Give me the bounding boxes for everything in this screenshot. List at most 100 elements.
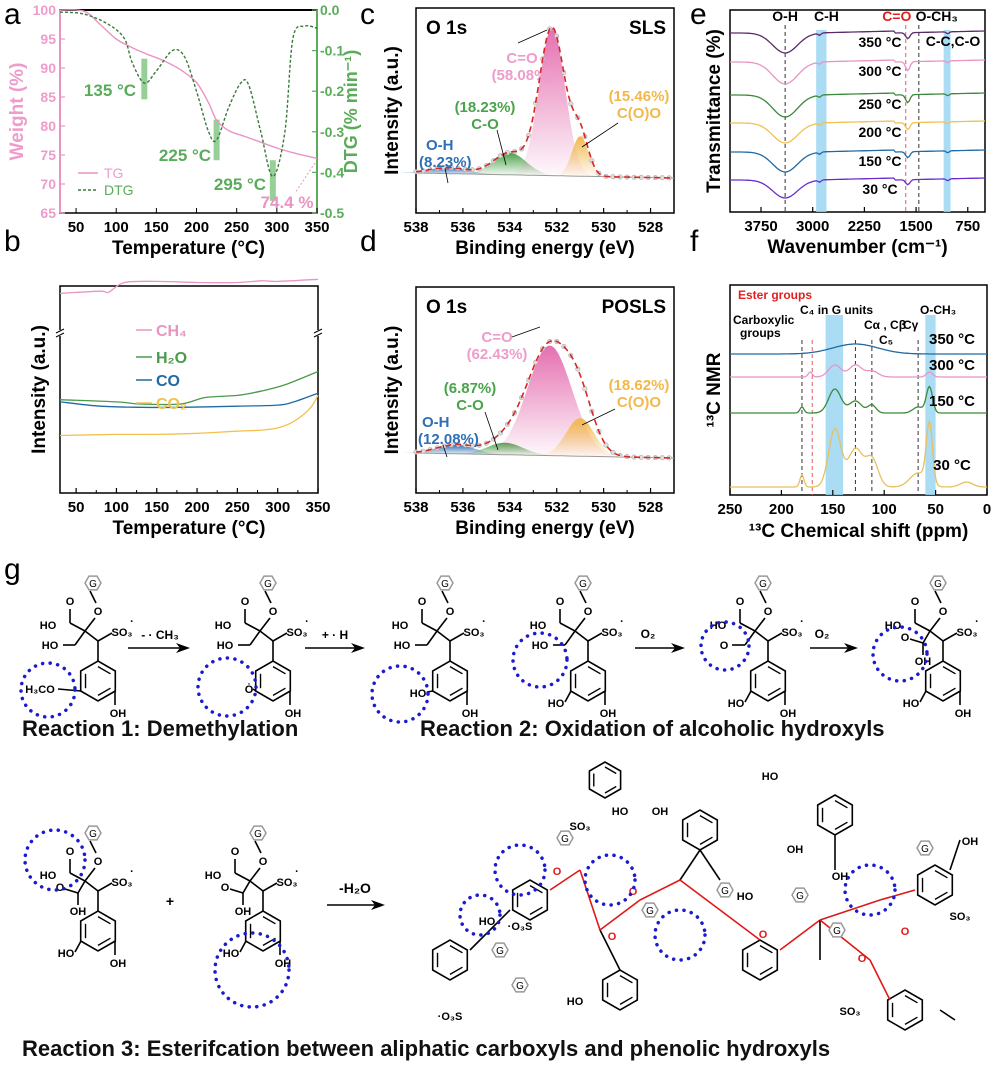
- panel-b-x-tick-label: 150: [144, 499, 169, 516]
- highlight-dotted-circle: [653, 908, 707, 962]
- double-bond: [619, 974, 633, 984]
- atom-label: O: [764, 606, 773, 618]
- atom-label: O: [94, 856, 103, 868]
- panel-d-x-tick-label: 534: [497, 499, 523, 516]
- bond: [574, 617, 586, 632]
- panel-a-xtick-label: 150: [144, 219, 169, 236]
- panel-c-x-tick-label: 532: [544, 219, 569, 236]
- panel-c-title: O 1s: [426, 18, 467, 39]
- atom-label: ·: [130, 866, 134, 878]
- panel-a-y2tick-label: -0.2: [320, 83, 344, 99]
- panel-a-xtick-label: 250: [224, 219, 249, 236]
- panel-c-data-point: [659, 175, 665, 181]
- panel-e-frame: [729, 9, 986, 213]
- plus-sign: +: [166, 893, 174, 909]
- panel-e-series-label: 30 °C: [862, 181, 897, 197]
- bond: [77, 880, 86, 894]
- bond: [639, 879, 681, 901]
- atom-label: HO: [40, 620, 57, 632]
- bond: [744, 690, 752, 703]
- benzene-ring: [741, 939, 779, 981]
- panel-a-series-dtg: [59, 11, 318, 178]
- panel-c-label-coo-pct: (15.46%): [609, 88, 670, 105]
- guaiacyl-unit-icon: [828, 922, 846, 938]
- guaiacyl-unit-icon: [929, 575, 947, 591]
- panel-d-title: O 1s: [426, 297, 467, 318]
- panel-a-xtick-label: 350: [304, 219, 329, 236]
- panel-d-label-oh-pct: (12.08%): [418, 431, 479, 448]
- panel-f-highlight-band: [825, 315, 844, 495]
- atom-label: O: [901, 632, 910, 644]
- guaiacyl-unit-icon: [491, 942, 509, 958]
- panel-b-xlabel: Temperature (°C): [113, 518, 266, 539]
- double-bond: [449, 665, 463, 675]
- reaction-arrow-head: [844, 643, 858, 653]
- bond: [259, 617, 271, 632]
- panel-label-d: d: [360, 225, 377, 258]
- guaiacyl-unit-icon: [716, 882, 734, 898]
- atom-label: SO₃: [782, 627, 803, 639]
- panel-f-series-label: 350 °C: [929, 331, 975, 348]
- benzene-ring: [569, 660, 607, 702]
- panel-a-annotation-arrow: [294, 162, 316, 194]
- guaiacyl-unit-icon: [754, 575, 772, 591]
- panel-e-highlight-band: [943, 30, 951, 212]
- bond: [744, 630, 756, 646]
- panel-label-e: e: [690, 0, 707, 31]
- panel-a-frame: [59, 9, 318, 214]
- bond: [89, 840, 97, 854]
- panel-a-ylabel: Weight (%): [7, 63, 28, 161]
- double-bond: [272, 687, 286, 697]
- atom-label: SO₃: [957, 627, 978, 639]
- panel-d-label-coo: C(O)O: [617, 394, 661, 411]
- atom-label: O: [584, 606, 593, 618]
- atom-label: SO₃: [112, 627, 133, 639]
- bond: [922, 630, 931, 644]
- double-bond: [449, 966, 463, 976]
- caption-reaction-1: Reaction 1: Demethylation: [22, 716, 299, 741]
- bond: [579, 590, 587, 604]
- panel-a-xlabel: Temperature (°C): [112, 238, 265, 259]
- panel-b-ylabel: Intensity (a.u.): [29, 325, 50, 454]
- panel-f-annot-carboxylic: Carboxylic: [733, 313, 795, 327]
- panel-f-annot-c5: C₅: [879, 333, 893, 347]
- panel-d-x-tick-label: 530: [591, 499, 616, 516]
- bond: [929, 630, 944, 642]
- atom-label: HO: [728, 698, 745, 710]
- panel-e-spectrum: [730, 92, 985, 118]
- bond: [949, 839, 961, 871]
- atom-label: HO: [762, 771, 779, 783]
- double-bond: [587, 687, 601, 697]
- guaiacyl-unit-icon: [556, 830, 574, 846]
- panel-e-x-tick-label: 2250: [848, 218, 881, 235]
- guaiacyl-label: G: [516, 981, 524, 992]
- panel-e-ylabel: Transmittance (%): [704, 29, 725, 193]
- benzene-ring: [749, 660, 787, 702]
- atom-label: ·: [975, 616, 979, 628]
- panel-f-annot-carboxylic-2: groups: [740, 326, 781, 340]
- panel-d-label-c-o-pct: (6.87%): [444, 380, 497, 397]
- atom-label: HO: [223, 948, 240, 960]
- reaction-arrow-head: [371, 900, 385, 910]
- double-bond: [587, 665, 601, 675]
- double-bond: [604, 766, 617, 775]
- panel-c-peak-c(o)o: [555, 136, 605, 177]
- panel-b-legend-co2: CO₂: [156, 396, 187, 413]
- panel-c-x-tick-label: 536: [450, 219, 475, 236]
- panel-e-x-tick-label: 750: [955, 218, 980, 235]
- double-bond: [834, 799, 848, 809]
- bond: [587, 632, 603, 642]
- panel-a-ytick-label: 100: [33, 2, 57, 18]
- atom-label: O: [418, 596, 427, 608]
- bond: [84, 630, 99, 642]
- bond: [64, 888, 79, 894]
- highlight-dotted-circle: [23, 828, 87, 892]
- panel-f-highlight-band: [925, 315, 936, 495]
- atom-label: OH: [787, 844, 804, 856]
- atom-label: O: [556, 596, 565, 608]
- panel-d-x-tick-label: 532: [544, 499, 569, 516]
- highlight-dotted-circle: [583, 853, 637, 907]
- bond: [421, 622, 438, 632]
